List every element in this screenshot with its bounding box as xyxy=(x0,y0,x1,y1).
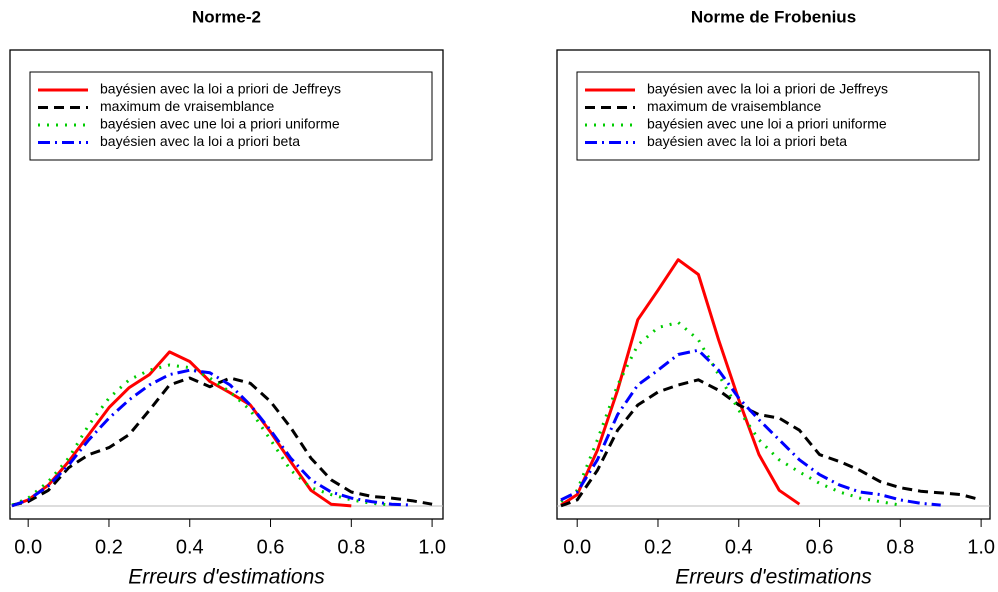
chart-title: Norme de Frobenius xyxy=(691,7,856,26)
x-tick-label: 1.0 xyxy=(418,536,446,558)
legend-label: maximum de vraisemblance xyxy=(647,98,821,114)
legend-label: bayésien avec la loi a priori beta xyxy=(647,133,847,149)
x-tick-label: 0.6 xyxy=(806,536,834,558)
density-line xyxy=(560,348,941,507)
x-tick-label: 0.0 xyxy=(563,536,591,558)
x-tick-label: 0.6 xyxy=(257,536,285,558)
legend-box xyxy=(576,71,980,161)
plot-frame xyxy=(9,49,444,520)
legend-label: bayésien avec la loi a priori de Jeffrey… xyxy=(647,81,888,97)
x-tick-label: 0.2 xyxy=(644,536,672,558)
density-line xyxy=(560,378,982,508)
x-tick-label: 0.4 xyxy=(176,536,204,558)
x-tick-label: 1.0 xyxy=(967,536,995,558)
density-line xyxy=(11,376,433,507)
x-tick-label: 0.8 xyxy=(337,536,365,558)
density-line xyxy=(560,320,901,507)
legend-box xyxy=(29,71,433,161)
legend-label: bayésien avec la loi a priori beta xyxy=(100,133,300,149)
plot-frame xyxy=(556,49,991,520)
x-axis-label: Erreurs d'estimations xyxy=(128,566,325,589)
x-tick-label: 0.4 xyxy=(725,536,753,558)
legend-label: bayésien avec la loi a priori de Jeffrey… xyxy=(100,81,341,97)
chart-title: Norme-2 xyxy=(192,7,261,26)
legend-label: maximum de vraisemblance xyxy=(100,98,274,114)
x-axis-label: Erreurs d'estimations xyxy=(675,566,872,589)
x-tick-label: 0.0 xyxy=(14,536,42,558)
density-line xyxy=(11,368,412,508)
x-tick-label: 0.8 xyxy=(886,536,914,558)
density-line xyxy=(560,258,801,507)
legend-label: bayésien avec une loi a priori uniforme xyxy=(100,116,340,132)
density-line xyxy=(11,350,352,508)
x-tick-label: 0.2 xyxy=(95,536,123,558)
density-line xyxy=(11,363,392,507)
legend-label: bayésien avec une loi a priori uniforme xyxy=(647,116,887,132)
